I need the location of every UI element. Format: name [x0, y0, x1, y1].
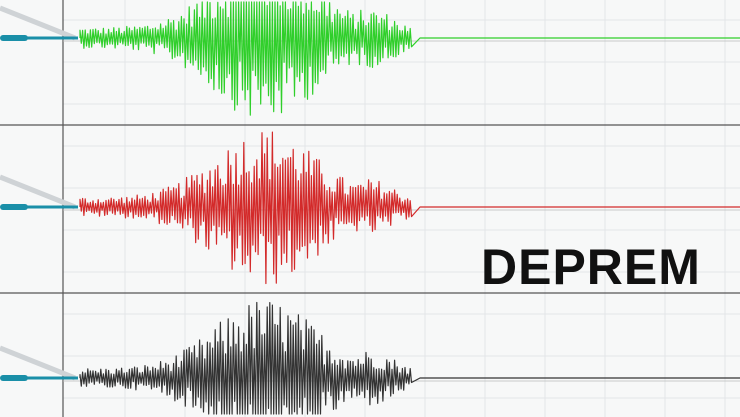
seismic-trace-top: [79, 1, 740, 116]
pen-arm: [0, 174, 76, 210]
seismic-trace-middle: [79, 131, 740, 285]
pen-arm: [0, 5, 76, 41]
headline: DEPREM: [481, 239, 701, 295]
pen-arm: [0, 345, 76, 381]
seismic-trace-bottom: [79, 301, 740, 415]
